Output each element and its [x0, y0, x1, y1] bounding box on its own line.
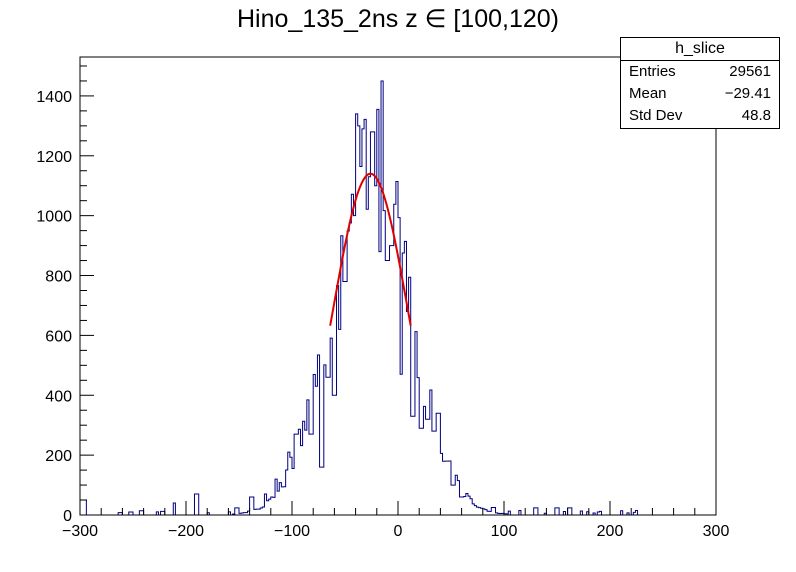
histogram-outline: [79, 80, 716, 516]
stats-value-entries: 29561: [729, 63, 771, 80]
gaussian-fit-curve: [329, 172, 412, 326]
stats-value-mean: −29.41: [724, 85, 771, 102]
y-tick-label: 1400: [36, 89, 72, 106]
chart-title: Hino_135_2ns z ∈ [100,120): [237, 5, 559, 33]
x-tick-label: −200: [168, 523, 204, 540]
stats-label-mean: Mean: [629, 85, 667, 102]
x-tick-label: 100: [491, 523, 518, 540]
stats-label-entries: Entries: [629, 63, 676, 80]
stats-row-stddev: Std Dev 48.8: [621, 105, 779, 127]
y-tick-label: 0: [63, 508, 72, 525]
y-tick-label: 200: [45, 448, 72, 465]
y-tick-label: 1200: [36, 149, 72, 166]
x-tick-label: 200: [597, 523, 624, 540]
x-tick-label: 300: [703, 523, 730, 540]
x-tick-label: 0: [394, 523, 403, 540]
stats-box: h_slice Entries 29561 Mean −29.41 Std De…: [620, 37, 780, 129]
stats-row-mean: Mean −29.41: [621, 83, 779, 105]
stats-title: h_slice: [621, 38, 779, 61]
stats-value-stddev: 48.8: [741, 107, 771, 124]
y-tick-label: 1000: [36, 209, 72, 226]
x-tick-label: −300: [62, 523, 98, 540]
y-tick-label: 800: [45, 269, 72, 286]
stats-label-stddev: Std Dev: [629, 107, 683, 124]
y-tick-label: 400: [45, 388, 72, 405]
x-tick-label: −100: [274, 523, 310, 540]
stats-row-entries: Entries 29561: [621, 61, 779, 83]
y-tick-label: 600: [45, 328, 72, 345]
